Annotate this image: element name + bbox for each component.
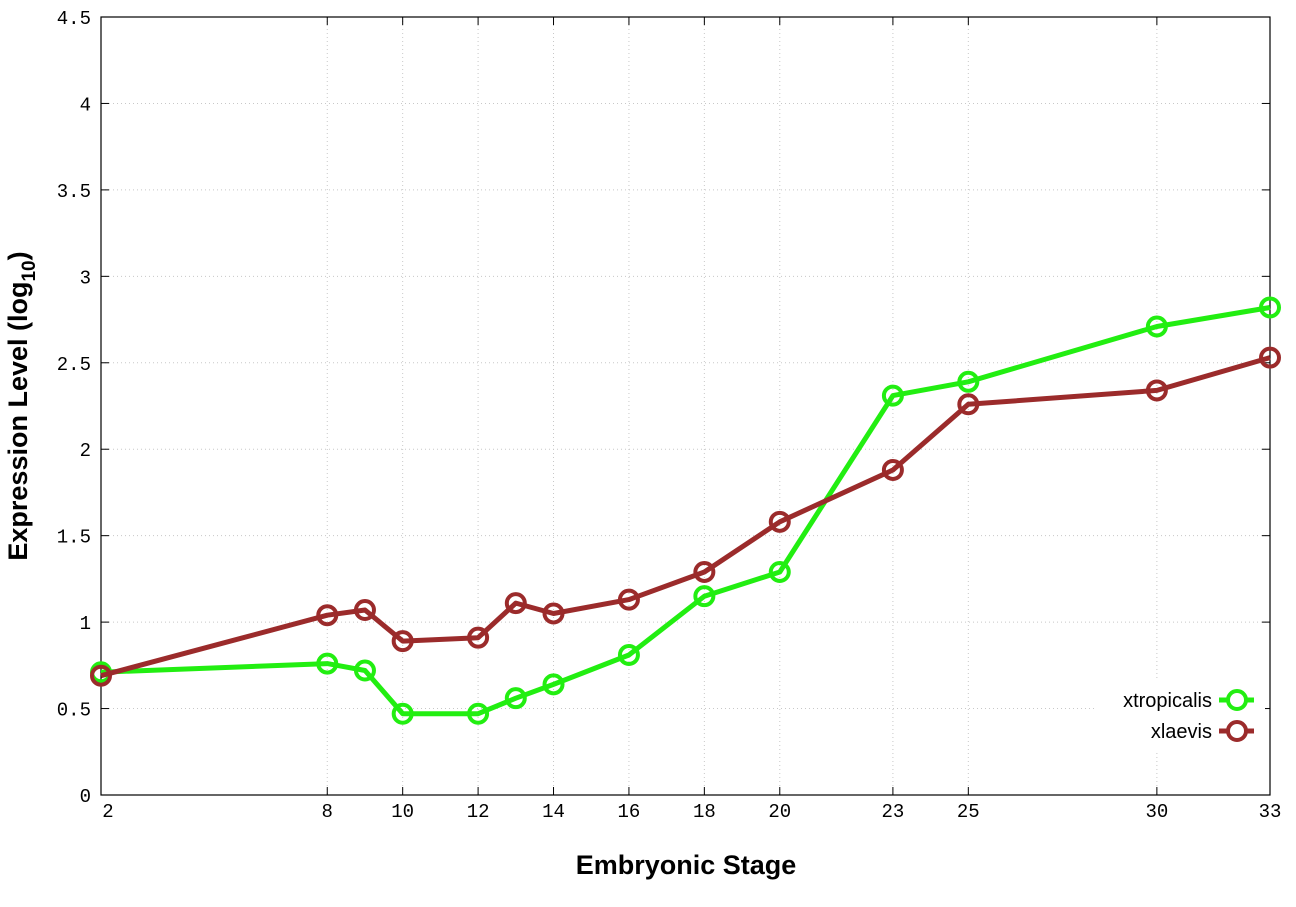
data-point-xlaevis xyxy=(1259,346,1281,369)
x-tick-label: 25 xyxy=(957,801,980,823)
ticks: 2 8 10 12 14 16 18 20 23 25 30 33 0 0.5 1 1.5 2 2.5 3 3.5 4 4… xyxy=(57,8,1282,823)
data-point-xlaevis xyxy=(768,510,791,533)
series-layer xyxy=(90,296,1281,725)
data-point-xlaevis xyxy=(90,664,112,687)
data-point-xtropicalis xyxy=(316,652,339,675)
data-point-xtropicalis xyxy=(1259,296,1281,319)
y-tick-label: 4 xyxy=(80,94,91,116)
y-tick-label: 3.5 xyxy=(57,181,91,203)
legend-swatch-marker-xtropicalis xyxy=(1226,689,1248,711)
data-point-xtropicalis xyxy=(467,702,490,725)
x-tick-label: 18 xyxy=(693,801,716,823)
data-point-xlaevis xyxy=(957,393,980,416)
x-tick-label: 20 xyxy=(768,801,791,823)
data-point-xlaevis xyxy=(617,588,640,611)
legend-swatch-marker-xlaevis xyxy=(1226,720,1248,742)
data-point-xtropicalis xyxy=(353,659,376,682)
data-point-xtropicalis xyxy=(391,702,414,725)
grid xyxy=(101,17,1270,795)
legend-label-xlaevis: xlaevis xyxy=(1151,721,1212,743)
data-point-xlaevis xyxy=(391,630,414,653)
data-point-xlaevis xyxy=(693,560,716,583)
data-point-xtropicalis xyxy=(1145,315,1168,338)
data-point-xlaevis xyxy=(542,602,565,625)
y-axis-title-main: Expression Level (log xyxy=(3,282,33,561)
data-point-xlaevis xyxy=(467,626,490,649)
y-tick-label: 2 xyxy=(80,440,91,462)
y-tick-label: 3 xyxy=(80,267,91,289)
legend: xtropicalis xlaevis xyxy=(1095,680,1265,750)
y-axis-title: Expression Level (log10) xyxy=(3,251,40,560)
data-point-xlaevis xyxy=(353,599,376,622)
legend-label-xtropicalis: xtropicalis xyxy=(1123,690,1212,712)
x-tick-label: 12 xyxy=(467,801,490,823)
y-axis-title-subscript: 10 xyxy=(19,260,40,281)
y-tick-label: 1.5 xyxy=(57,527,91,549)
y-axis-title-close: ) xyxy=(3,251,33,260)
series-line-xlaevis xyxy=(100,355,1271,679)
data-point-xlaevis xyxy=(504,592,527,615)
y-tick-label: 0.5 xyxy=(57,700,91,722)
plot-frame xyxy=(100,16,1271,796)
x-tick-label: 14 xyxy=(542,801,565,823)
data-point-xlaevis xyxy=(1145,379,1168,402)
x-tick-label: 30 xyxy=(1145,801,1168,823)
data-point-xtropicalis xyxy=(693,585,716,608)
data-point-xtropicalis xyxy=(881,384,904,407)
y-tick-label: 4.5 xyxy=(57,8,91,30)
data-point-xtropicalis xyxy=(504,687,527,710)
data-point-xtropicalis xyxy=(768,560,791,583)
x-tick-label: 23 xyxy=(881,801,904,823)
x-axis-title: Embryonic Stage xyxy=(576,850,797,880)
data-point-xtropicalis xyxy=(617,643,640,666)
x-tick-label: 2 xyxy=(102,801,113,823)
x-tick-label: 16 xyxy=(618,801,641,823)
x-tick-label: 8 xyxy=(322,801,333,823)
y-tick-label: 0 xyxy=(80,786,91,808)
data-point-xtropicalis xyxy=(957,370,980,393)
series-line-xtropicalis xyxy=(100,305,1271,717)
x-tick-label: 10 xyxy=(391,801,414,823)
y-tick-label: 2.5 xyxy=(57,354,91,376)
data-point-xlaevis xyxy=(881,458,904,481)
x-tick-label: 33 xyxy=(1259,801,1282,823)
y-tick-label: 1 xyxy=(80,613,91,635)
data-point-xlaevis xyxy=(316,604,339,627)
data-point-xtropicalis xyxy=(542,673,565,696)
